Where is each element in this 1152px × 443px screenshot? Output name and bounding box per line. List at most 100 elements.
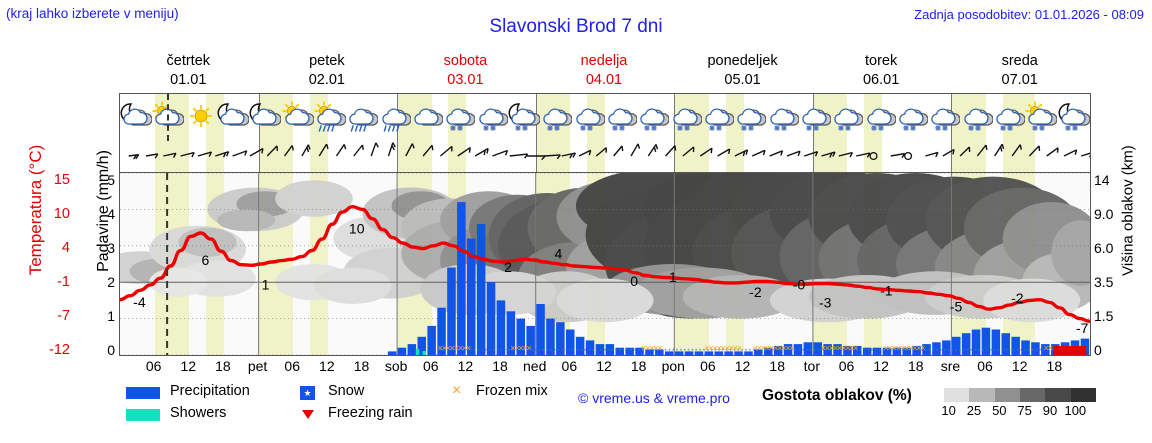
wind-barbs (128, 142, 1090, 161)
svg-text:×: × (720, 343, 725, 353)
svg-text:*: * (1024, 349, 1027, 355)
svg-text:×: × (908, 343, 913, 353)
svg-text:*: * (714, 349, 717, 355)
svg-text:*: * (1009, 349, 1012, 355)
svg-text:*: * (710, 349, 713, 355)
cloud-density-segment (1070, 388, 1096, 402)
temperature-value-label: -4 (133, 294, 146, 310)
svg-text:*: * (615, 349, 618, 355)
svg-text:*: * (508, 349, 511, 355)
svg-text:×: × (765, 343, 770, 353)
freezing-rain-legend-label: Freezing rain (328, 405, 413, 421)
x-axis-tick: 12 (1011, 358, 1028, 374)
svg-text:×: × (900, 343, 905, 353)
svg-text:*: * (565, 349, 568, 355)
x-axis-tick: tor (803, 358, 821, 374)
x-axis-tick: 06 (422, 358, 439, 374)
cloud-snow-icon (799, 97, 832, 137)
precipitation-tick-labels: 5 4 3 2 1 0 (85, 172, 115, 357)
day-separator (812, 141, 814, 172)
svg-text:*: * (756, 349, 759, 355)
day-header-row: četrtek 01.01 petek 02.01 sobota 03.01 nedelja… (119, 52, 1091, 92)
day-name: torek (865, 53, 898, 69)
frozen-mix-legend-label: Frozen mix (476, 383, 548, 399)
cloud-density-segment (1045, 388, 1071, 402)
svg-text:*: * (737, 349, 740, 355)
x-axis-tick: 18 (1046, 358, 1063, 374)
cloud-snow-icon (637, 97, 670, 137)
svg-text:×: × (892, 343, 897, 353)
cloud-height-tick-labels: 14 9.0 6.0 3.5 1.5 0 (1094, 172, 1138, 357)
svg-text:×: × (510, 343, 515, 353)
svg-text:×: × (437, 343, 442, 353)
svg-text:*: * (649, 349, 652, 355)
svg-text:*: * (1039, 349, 1042, 355)
svg-text:*: * (462, 349, 465, 355)
svg-text:*: * (978, 349, 981, 355)
svg-text:*: * (718, 349, 721, 355)
day-date: 03.01 (447, 72, 484, 88)
sun-cloud-icon (281, 97, 315, 137)
freezing-rain-marker-icon (302, 410, 314, 419)
cloud-snow-icon (670, 97, 703, 137)
moon-cloud-icon (249, 97, 282, 137)
svg-text:×: × (712, 343, 717, 353)
day-header-5: ponedeljek 05.01 (673, 52, 812, 90)
svg-text:*: * (439, 349, 442, 355)
svg-text:×: × (1048, 343, 1053, 353)
daylight-band (154, 141, 190, 172)
svg-text:*: * (760, 349, 763, 355)
svg-text:*: * (489, 349, 492, 355)
svg-text:*: * (515, 349, 518, 355)
svg-text:×: × (904, 343, 909, 353)
svg-text:*: * (687, 349, 690, 355)
precipitation-tick: 5 (107, 172, 115, 188)
svg-text:*: * (779, 349, 782, 355)
svg-text:*: * (519, 349, 522, 355)
x-axis-tick: 12 (319, 358, 335, 374)
temperature-tick: 10 (53, 206, 70, 222)
day-date: 07.01 (1001, 72, 1038, 88)
svg-text:*: * (542, 349, 545, 355)
svg-text:*: * (642, 349, 645, 355)
svg-text:*: * (680, 349, 683, 355)
svg-text:*: * (1085, 349, 1088, 355)
day-date: 04.01 (585, 72, 623, 88)
svg-text:*: * (913, 349, 916, 355)
svg-text:*: * (588, 349, 591, 355)
temperature-value-label: -1 (880, 282, 893, 298)
cloud-density-segment (994, 388, 1020, 402)
day-header-4: nedelja 04.01 (535, 52, 674, 90)
svg-text:*: * (496, 349, 499, 355)
svg-text:×: × (837, 343, 842, 353)
day-separator (674, 141, 676, 172)
x-axis-tick: 18 (492, 358, 508, 374)
svg-text:×: × (769, 343, 774, 353)
cloud-density-label: 25 (966, 403, 982, 418)
svg-text:*: * (749, 349, 752, 355)
svg-text:*: * (577, 349, 580, 355)
x-axis-tick: 06 (977, 358, 993, 374)
x-axis-tick: sob (384, 358, 408, 374)
day-header-2: petek 02.01 (258, 52, 397, 90)
svg-text:*: * (768, 349, 771, 355)
wind-barb-row (119, 141, 1091, 172)
svg-text:*: * (569, 349, 572, 355)
snow-legend-label: Snow (328, 383, 365, 399)
cloud-rain-icon (379, 97, 412, 137)
cloud-snow-icon (702, 97, 735, 137)
svg-text:*: * (902, 349, 905, 355)
frozen-mix-marker-icon: × (452, 382, 462, 399)
cloud-height-tick: 14 (1094, 172, 1110, 188)
svg-text:*: * (752, 349, 755, 355)
svg-text:*: * (607, 349, 610, 355)
cloud-rain-icon (346, 97, 379, 137)
svg-text:*: * (596, 349, 599, 355)
svg-text:×: × (641, 343, 646, 353)
svg-text:*: * (986, 349, 989, 355)
svg-text:*: * (645, 349, 648, 355)
svg-text:*: * (967, 349, 970, 355)
cloud-height-tick: 1.5 (1094, 308, 1114, 324)
svg-text:*: * (890, 349, 893, 355)
plot-legend: Precipitation Showers ★ Snow Freezing rain × F… (120, 382, 590, 432)
